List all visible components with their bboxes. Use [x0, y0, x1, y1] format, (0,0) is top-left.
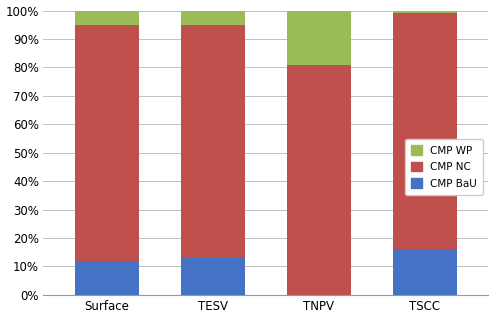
- Bar: [287, 11, 351, 64]
- Legend: CMP WP, CMP NC, CMP BaU: CMP WP, CMP NC, CMP BaU: [405, 139, 483, 195]
- Bar: [181, 25, 245, 258]
- Bar: [181, 11, 245, 25]
- Bar: [393, 13, 456, 249]
- Bar: [393, 11, 456, 13]
- Bar: [75, 261, 138, 295]
- Bar: [287, 64, 351, 295]
- Bar: [75, 25, 138, 261]
- Bar: [393, 249, 456, 295]
- Bar: [181, 258, 245, 295]
- Bar: [75, 11, 138, 25]
